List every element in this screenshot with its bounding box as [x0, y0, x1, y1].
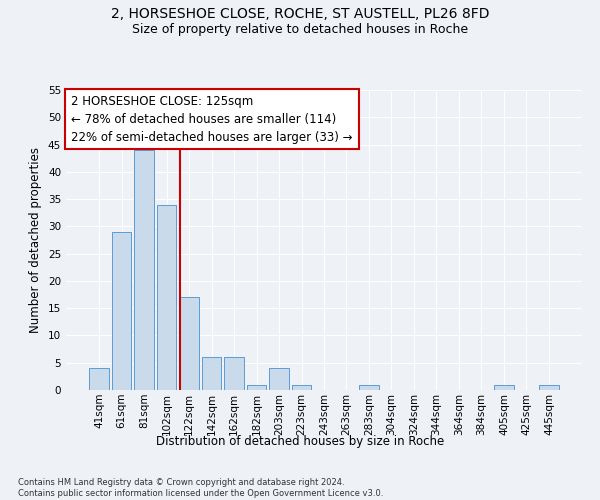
Bar [494, 384, 514, 390]
Text: Size of property relative to detached houses in Roche: Size of property relative to detached ho… [132, 22, 468, 36]
Bar [247, 384, 266, 390]
Text: Distribution of detached houses by size in Roche: Distribution of detached houses by size … [156, 435, 444, 448]
Text: 2 HORSESHOE CLOSE: 125sqm
← 78% of detached houses are smaller (114)
22% of semi: 2 HORSESHOE CLOSE: 125sqm ← 78% of detac… [71, 94, 353, 144]
Text: 2, HORSESHOE CLOSE, ROCHE, ST AUSTELL, PL26 8FD: 2, HORSESHOE CLOSE, ROCHE, ST AUSTELL, P… [111, 8, 489, 22]
Y-axis label: Number of detached properties: Number of detached properties [29, 147, 43, 333]
Bar [157, 204, 176, 390]
Bar [179, 298, 199, 390]
Bar [134, 150, 154, 390]
Bar [224, 358, 244, 390]
Text: Contains HM Land Registry data © Crown copyright and database right 2024.
Contai: Contains HM Land Registry data © Crown c… [18, 478, 383, 498]
Bar [539, 384, 559, 390]
Bar [292, 384, 311, 390]
Bar [269, 368, 289, 390]
Bar [359, 384, 379, 390]
Bar [202, 358, 221, 390]
Bar [112, 232, 131, 390]
Bar [89, 368, 109, 390]
